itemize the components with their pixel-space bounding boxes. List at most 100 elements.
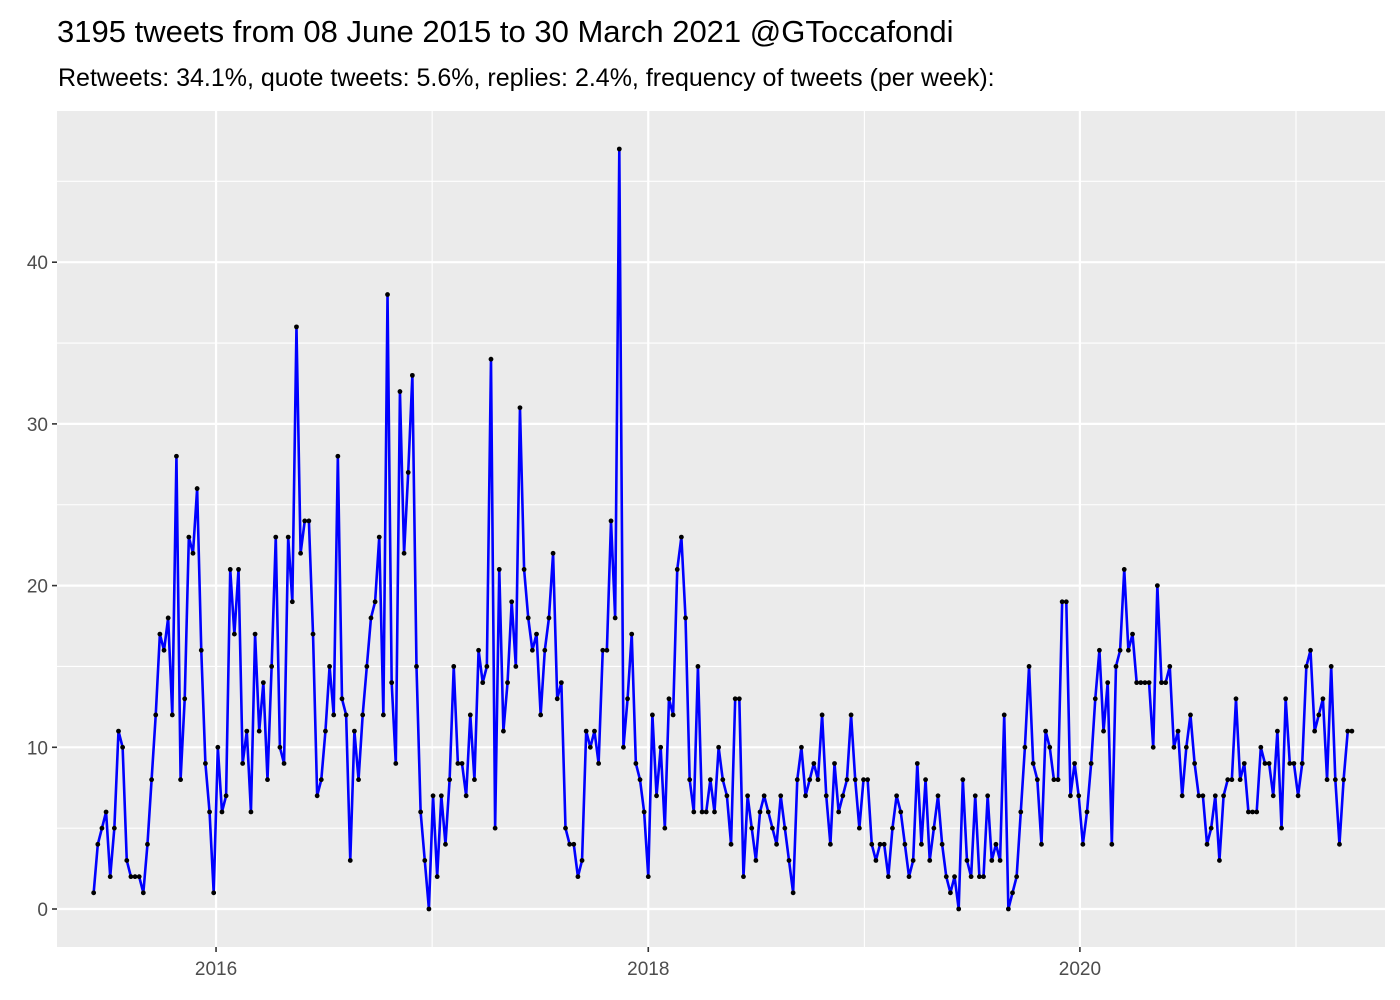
- data-point: [1337, 841, 1342, 847]
- data-point: [691, 809, 697, 815]
- data-point: [836, 809, 842, 815]
- data-point: [1229, 777, 1235, 783]
- data-point: [240, 761, 246, 766]
- y-tick-label: 20: [27, 577, 48, 598]
- data-point: [1258, 744, 1264, 750]
- data-point: [745, 793, 751, 799]
- y-axis: 0 10 20 30 40: [27, 253, 57, 921]
- data-point: [960, 777, 966, 783]
- data-point: [629, 631, 635, 637]
- data-point: [1154, 583, 1160, 588]
- data-point: [914, 761, 920, 766]
- data-point: [989, 858, 995, 863]
- data-point: [637, 777, 643, 783]
- data-point: [1188, 712, 1193, 718]
- data-point: [451, 664, 457, 669]
- data-point: [1171, 744, 1177, 750]
- y-tick-label: 30: [27, 415, 48, 436]
- data-point: [1072, 761, 1077, 766]
- data-point: [554, 696, 560, 702]
- data-point: [517, 405, 523, 411]
- data-point: [563, 825, 568, 831]
- data-point: [314, 793, 320, 799]
- data-point: [509, 599, 515, 605]
- data-point: [95, 841, 101, 847]
- data-point: [323, 728, 328, 734]
- data-point: [198, 647, 204, 653]
- data-point: [720, 777, 726, 783]
- data-point: [434, 874, 440, 880]
- data-point: [1212, 793, 1218, 799]
- data-point: [302, 518, 308, 524]
- data-point: [670, 712, 676, 718]
- data-point: [712, 809, 717, 815]
- data-point: [1034, 777, 1040, 783]
- data-point: [103, 809, 109, 815]
- data-point: [298, 550, 303, 556]
- data-point: [1341, 777, 1347, 783]
- data-point: [1080, 841, 1086, 847]
- data-point: [496, 567, 502, 572]
- data-point: [1092, 696, 1098, 702]
- data-point: [343, 712, 349, 718]
- data-point: [910, 858, 916, 863]
- data-point: [827, 841, 833, 847]
- data-point: [790, 890, 796, 896]
- data-point: [505, 680, 510, 686]
- data-point: [1192, 761, 1198, 766]
- data-point: [405, 470, 411, 475]
- data-point: [430, 793, 436, 799]
- data-point: [174, 453, 179, 459]
- data-point: [852, 777, 858, 783]
- data-point: [848, 712, 854, 718]
- data-point: [120, 744, 126, 750]
- data-point: [716, 744, 722, 750]
- data-point: [306, 518, 312, 524]
- data-point: [1105, 680, 1111, 686]
- data-point: [654, 793, 659, 799]
- data-point: [1026, 664, 1032, 669]
- data-point: [256, 728, 262, 734]
- data-point: [203, 761, 208, 766]
- data-point: [550, 550, 556, 556]
- data-point: [612, 615, 618, 621]
- data-point: [972, 793, 978, 799]
- data-point: [178, 777, 183, 783]
- data-point: [525, 615, 531, 621]
- data-point: [467, 712, 473, 718]
- data-point: [865, 777, 871, 783]
- data-point: [1121, 567, 1127, 572]
- data-point: [1101, 728, 1106, 734]
- data-point: [811, 761, 817, 766]
- data-point: [1270, 793, 1276, 799]
- data-point: [1109, 841, 1115, 847]
- data-point: [873, 858, 879, 863]
- data-point: [521, 567, 527, 572]
- data-point: [724, 793, 730, 799]
- data-point: [778, 793, 784, 799]
- data-point: [153, 712, 159, 718]
- data-point: [753, 858, 759, 863]
- data-point: [650, 712, 655, 718]
- data-point: [476, 647, 481, 653]
- data-point: [443, 841, 448, 847]
- data-point: [397, 389, 403, 394]
- data-point: [621, 744, 626, 750]
- data-point: [902, 841, 908, 847]
- data-point: [352, 728, 357, 734]
- data-point: [1014, 874, 1020, 880]
- data-point: [625, 696, 630, 702]
- data-point: [1088, 761, 1094, 766]
- data-point: [215, 744, 221, 750]
- data-point: [414, 664, 419, 669]
- data-point: [1316, 712, 1322, 718]
- data-point: [182, 696, 188, 702]
- data-point: [132, 874, 138, 880]
- data-point: [368, 615, 374, 621]
- data-point: [339, 696, 345, 702]
- data-point: [534, 631, 539, 637]
- data-point: [786, 858, 792, 863]
- data-point: [318, 777, 324, 783]
- data-point: [480, 680, 486, 686]
- y-tick-label: 40: [27, 253, 48, 274]
